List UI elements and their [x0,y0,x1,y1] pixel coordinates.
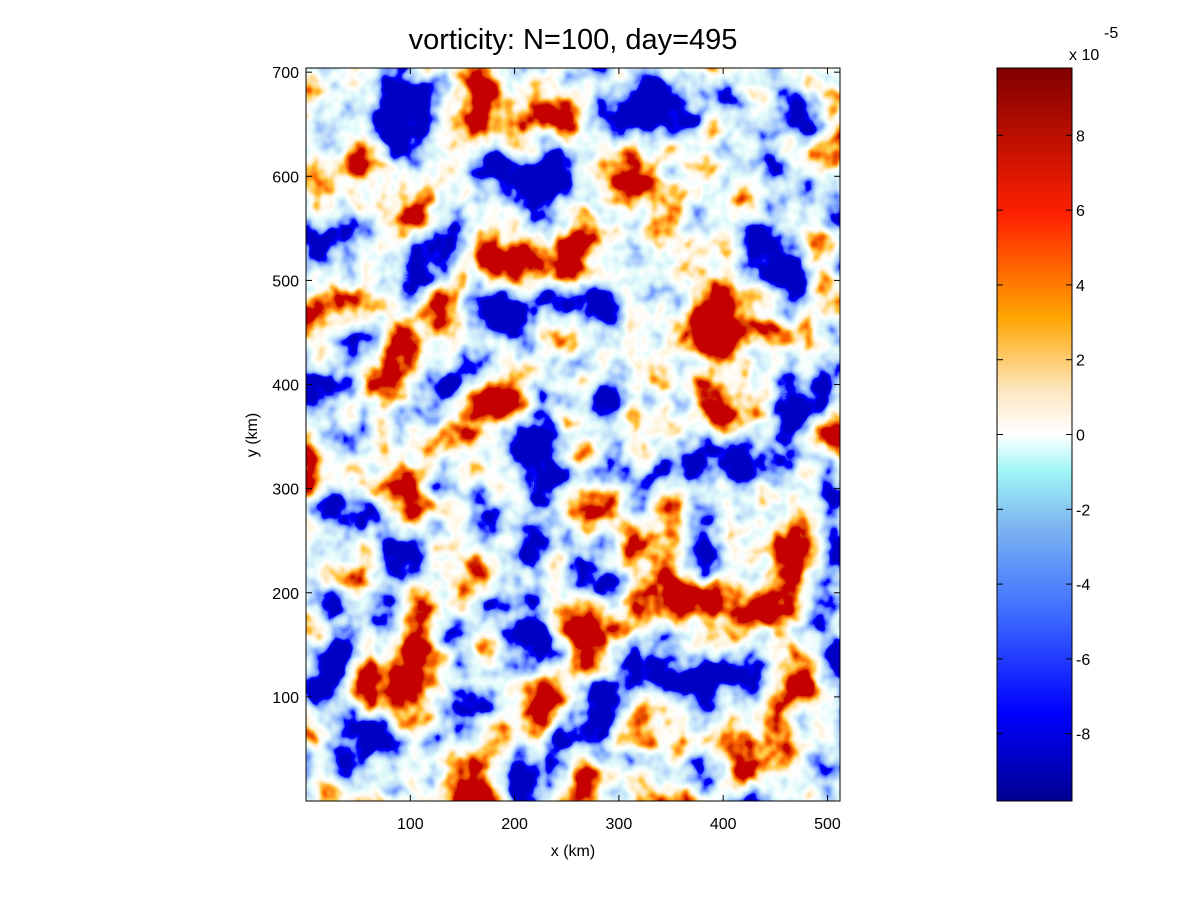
y-tick-label: 700 [272,65,299,82]
colorbar-ticks: 8 6 4 2 0 -2 -4 -6 -8 [997,128,1090,744]
y-tick-label: 100 [272,690,299,707]
y-tick-label: 500 [272,273,299,290]
x-axis: 100 200 300 400 500 [397,68,841,833]
y-axis: 100 200 300 400 500 600 700 [272,65,840,707]
plot-frame [305,67,841,802]
y-tick-label: 200 [272,586,299,603]
colorbar-tick-label: -2 [1076,502,1090,519]
plot-area [305,67,841,802]
colorbar-tick-label: -4 [1076,577,1090,594]
x-tick-label: 500 [814,816,841,833]
colorbar-tick-label: 6 [1076,203,1085,220]
colorbar-tick-label: 2 [1076,353,1085,370]
x-tick-label: 100 [397,816,424,833]
colorbar-gradient [996,67,1073,802]
y-tick-label: 300 [272,482,299,499]
colorbar-exponent-base: x 10 [1069,47,1099,64]
colorbar: 8 6 4 2 0 -2 -4 -6 -8 x 10 -5 [996,25,1118,802]
x-tick-label: 200 [501,816,528,833]
y-axis-label: y (km) [244,413,261,457]
y-tick-label: 600 [272,169,299,186]
colorbar-tick-label: -8 [1076,727,1090,744]
x-tick-label: 300 [606,816,633,833]
colorbar-tick-label: -6 [1076,652,1090,669]
x-axis-label: x (km) [551,843,595,860]
x-tick-label: 400 [710,816,737,833]
chart-title: vorticity: N=100, day=495 [409,24,738,56]
vorticity-field [306,68,840,801]
y-tick-label: 400 [272,378,299,395]
colorbar-tick-label: 0 [1076,428,1085,445]
colorbar-exponent: -5 [1104,25,1118,42]
colorbar-tick-label: 8 [1076,128,1085,145]
colorbar-tick-label: 4 [1076,278,1085,295]
